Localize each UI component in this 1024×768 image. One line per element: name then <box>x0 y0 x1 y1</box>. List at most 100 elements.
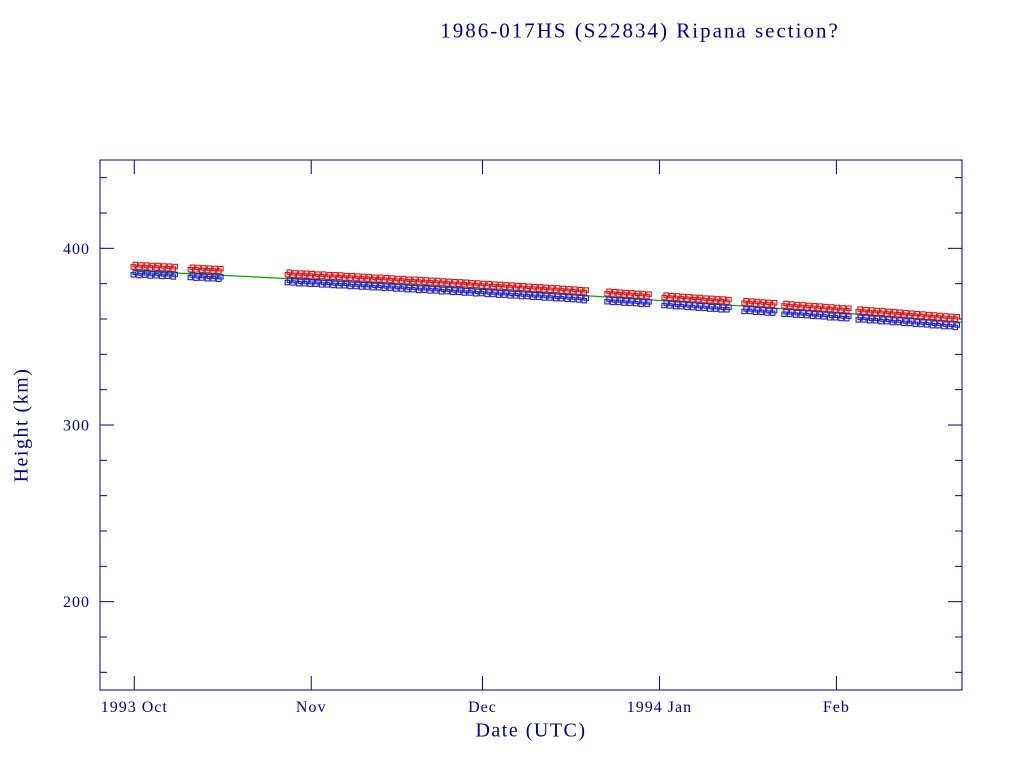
data-point-square <box>326 279 333 286</box>
data-point-square <box>629 290 635 296</box>
data-point-square <box>189 272 196 278</box>
data-point-square <box>554 285 561 291</box>
data-point-square <box>286 269 293 275</box>
data-point-square <box>457 279 464 285</box>
x-tick-label: Nov <box>296 699 327 716</box>
data-point-square <box>760 299 766 305</box>
data-point-square <box>948 313 955 320</box>
data-point-square <box>423 284 430 291</box>
data-point-square <box>463 279 470 286</box>
data-point-square <box>309 270 315 277</box>
data-point-square <box>634 298 641 304</box>
data-point-square <box>155 262 161 269</box>
data-point-square <box>612 288 618 295</box>
data-point-square <box>920 319 926 325</box>
data-point-square <box>166 263 173 269</box>
data-point-square <box>686 293 692 300</box>
data-point-square <box>874 307 881 314</box>
data-point-square <box>166 271 173 277</box>
data-point-square <box>726 296 732 303</box>
data-point-square <box>514 290 521 297</box>
data-point-square <box>435 277 441 284</box>
data-point-square <box>537 292 544 298</box>
data-point-square <box>788 301 795 307</box>
data-point-square <box>332 280 338 286</box>
data-point-square <box>817 311 824 317</box>
data-point-square <box>201 272 207 279</box>
data-point-square <box>897 317 903 323</box>
data-point-square <box>720 296 726 302</box>
data-point-square <box>943 313 949 319</box>
data-point-square <box>806 310 812 316</box>
data-point-square <box>806 302 812 309</box>
data-point-square <box>868 307 875 313</box>
data-point-square <box>863 306 869 313</box>
data-point-square <box>754 298 761 305</box>
data-point-square <box>520 283 527 289</box>
data-point-square <box>674 293 681 299</box>
data-point-square <box>143 262 150 268</box>
data-point-square <box>857 306 863 312</box>
data-point-square <box>475 280 481 286</box>
data-point-square <box>343 280 350 287</box>
data-point-square <box>423 277 430 283</box>
data-point-square <box>435 285 441 292</box>
data-point-square <box>560 285 567 292</box>
data-point-square <box>132 261 139 268</box>
data-point-square <box>457 287 464 293</box>
data-point-square <box>355 273 361 279</box>
data-point-square <box>891 309 898 315</box>
data-point-square <box>560 293 567 299</box>
data-point-square <box>788 309 795 315</box>
y-tick-label: 200 <box>63 594 90 611</box>
data-point-square <box>292 277 298 284</box>
data-point-square <box>349 272 355 279</box>
data-point-square <box>886 316 892 322</box>
data-point-square <box>526 291 532 297</box>
data-point-square <box>834 312 841 319</box>
data-point-square <box>954 322 961 328</box>
data-point-square <box>714 303 721 310</box>
data-point-square <box>954 313 961 320</box>
data-point-square <box>320 271 327 277</box>
data-point-square <box>400 283 407 290</box>
data-point-square <box>726 304 732 311</box>
data-point-square <box>783 300 789 307</box>
data-point-square <box>703 303 709 309</box>
x-tick-label: 1994 Jan <box>627 699 692 716</box>
data-point-square <box>355 281 361 287</box>
data-point-square <box>760 307 766 313</box>
data-point-square <box>834 304 841 311</box>
data-point-square <box>286 277 293 283</box>
data-point-square <box>218 274 224 280</box>
series-blue-lower <box>130 269 961 331</box>
data-point-square <box>583 287 589 293</box>
data-point-square <box>823 311 829 318</box>
data-point-square <box>577 294 584 301</box>
data-point-square <box>623 289 629 296</box>
data-point-square <box>937 320 943 326</box>
data-point-square <box>629 298 635 304</box>
data-point-square <box>794 301 801 308</box>
axis-tick-labels: 200 300 400 1993 Oct Nov Dec 1994 Jan Feb <box>63 241 850 716</box>
data-point-square <box>766 299 772 306</box>
data-point-square <box>503 289 510 296</box>
data-point-square <box>400 275 407 282</box>
data-point-square <box>937 312 943 319</box>
x-tick-label: Dec <box>468 699 497 716</box>
data-point-square <box>446 278 452 285</box>
data-point-square <box>880 308 886 314</box>
data-point-square <box>212 273 218 279</box>
data-point-square <box>383 274 390 281</box>
chart-title: 1986-017HS (S22834) Ripana section? <box>440 18 840 43</box>
x-tick-label: Feb <box>823 699 850 716</box>
data-point-square <box>303 270 310 276</box>
data-point-square <box>572 286 578 292</box>
data-point-square <box>925 311 932 318</box>
data-point-square <box>691 302 698 308</box>
data-point-square <box>925 319 932 326</box>
data-point-square <box>617 289 624 295</box>
data-point-square <box>709 295 715 302</box>
data-point-square <box>377 274 384 281</box>
data-point-square <box>680 301 687 307</box>
